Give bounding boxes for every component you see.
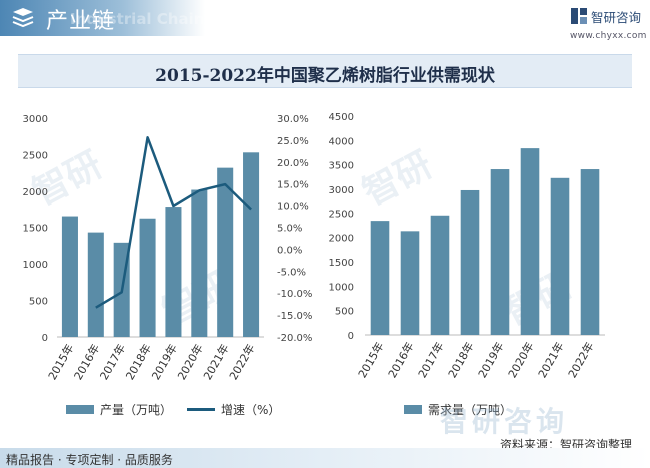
y2-tick-label: 10.0% xyxy=(277,202,309,213)
legend-swatch-line xyxy=(187,408,215,411)
legend-item-production: 产量（万吨） xyxy=(66,401,172,418)
y2-tick-label: -20.0% xyxy=(277,333,312,344)
bar-2019年 xyxy=(490,169,510,335)
y2-tick-label: 5.0% xyxy=(277,224,302,235)
y-tick-label: 3000 xyxy=(23,114,48,125)
y2-tick-label: 0.0% xyxy=(277,245,302,256)
x-tick-label: 2017年 xyxy=(415,340,447,381)
bar-2022年 xyxy=(243,152,260,337)
x-tick-label: 2015年 xyxy=(355,340,387,381)
y-tick-label: 3500 xyxy=(329,161,354,172)
layers-icon xyxy=(12,8,34,28)
legend-item-demand: 需求量（万吨） xyxy=(404,401,512,418)
brand-name: 智研咨询 xyxy=(591,10,642,25)
brand-url: www.chyxx.com xyxy=(570,31,647,41)
y-tick-label: 3000 xyxy=(329,185,354,196)
y2-tick-label: -10.0% xyxy=(277,289,312,300)
y-tick-label: 500 xyxy=(335,307,354,318)
bar-2015年 xyxy=(370,221,390,335)
watermark-brand: 智研咨询 xyxy=(440,405,569,438)
y-tick-label: 2500 xyxy=(23,151,48,162)
bar-2017年 xyxy=(430,215,450,335)
legend-label-demand: 需求量（万吨） xyxy=(428,403,513,417)
y-tick-label: 2500 xyxy=(329,209,354,220)
y-tick-label: 1500 xyxy=(23,224,48,235)
y-tick-label: 0 xyxy=(348,331,354,342)
legend-label-growth: 增速（%） xyxy=(221,403,281,417)
bar-2021年 xyxy=(550,177,570,335)
section-header-bar xyxy=(0,0,205,36)
bar-2020年 xyxy=(520,148,540,335)
legend-label-production: 产量（万吨） xyxy=(100,403,173,417)
growth-line xyxy=(95,136,252,309)
y-tick-label: 4500 xyxy=(329,112,354,123)
y2-tick-label: -15.0% xyxy=(277,311,312,322)
y-tick-label: 1000 xyxy=(23,260,48,271)
chart-title: 2015-2022年中国聚乙烯树脂行业供需现状 xyxy=(155,66,495,86)
y-tick-label: 2000 xyxy=(23,187,48,198)
brand-logo-icon xyxy=(571,8,587,24)
legend-item-growth: 增速（%） xyxy=(187,401,280,418)
y-tick-label: 1000 xyxy=(329,282,354,293)
bar-2016年 xyxy=(87,232,104,337)
bar-2015年 xyxy=(61,216,78,337)
y2-tick-label: 20.0% xyxy=(277,158,309,169)
y-tick-label: 2000 xyxy=(329,234,354,245)
section-watermark-text: Industrial Chain xyxy=(70,10,205,28)
chart-title-band: 2015-2022年中国聚乙烯树脂行业供需现状 xyxy=(18,54,632,88)
x-tick-label: 2022年 xyxy=(226,342,258,383)
bar-2018年 xyxy=(460,189,480,335)
bar-2018年 xyxy=(139,218,156,337)
x-tick-label: 2020年 xyxy=(505,340,537,381)
bar-2019年 xyxy=(165,207,182,337)
y2-tick-label: 15.0% xyxy=(277,180,309,191)
x-tick-label: 2021年 xyxy=(535,340,567,381)
y-tick-label: 500 xyxy=(29,297,48,308)
y2-tick-label: 25.0% xyxy=(277,136,309,147)
x-tick-label: 2016年 xyxy=(385,340,417,381)
footer-bar xyxy=(0,448,650,468)
footer-slogan: 精品报告 · 专项定制 · 品质服务 xyxy=(6,453,173,467)
x-tick-label: 2018年 xyxy=(445,340,477,381)
x-tick-label: 2022年 xyxy=(565,340,597,381)
y-tick-label: 0 xyxy=(42,333,48,344)
legend-swatch-bar xyxy=(66,405,94,414)
y-tick-label: 4000 xyxy=(329,136,354,147)
bar-2021年 xyxy=(217,167,234,337)
y2-tick-label: 30.0% xyxy=(277,114,309,125)
legend-swatch-bar xyxy=(404,405,422,414)
x-tick-label: 2019年 xyxy=(475,340,507,381)
section-title: 产业链 xyxy=(46,9,116,34)
y-tick-label: 1500 xyxy=(329,258,354,269)
y2-tick-label: -5.0% xyxy=(277,267,306,278)
bar-2022年 xyxy=(580,169,600,335)
bar-2020年 xyxy=(191,189,208,337)
bar-2016年 xyxy=(400,231,420,335)
